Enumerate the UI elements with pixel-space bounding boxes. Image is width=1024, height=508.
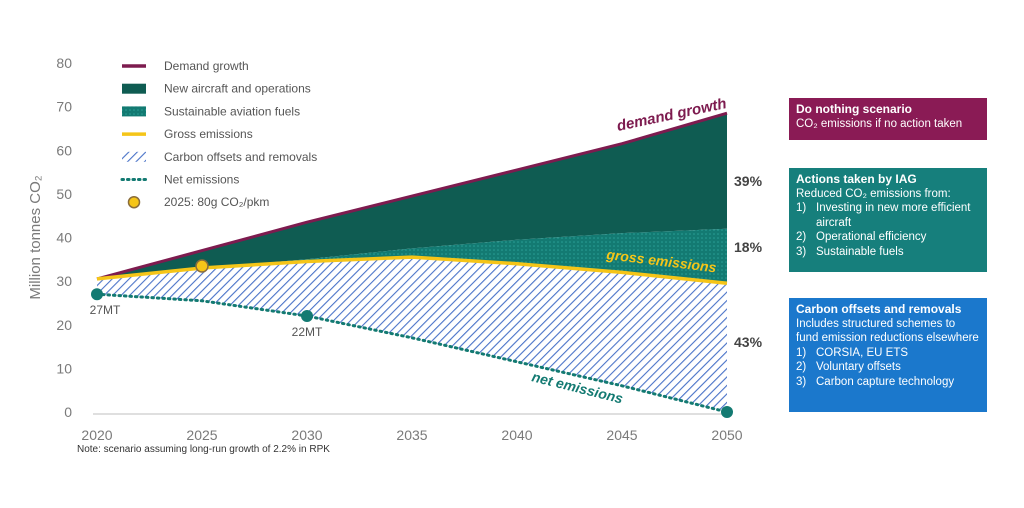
y-tick-label: 60 xyxy=(56,142,72,158)
legend-swatch xyxy=(127,195,141,209)
offsets-box: Carbon offsets and removals Includes str… xyxy=(789,298,987,412)
do-nothing-box: Do nothing scenario CO₂ emissions if no … xyxy=(789,98,987,140)
actions-title: Actions taken by IAG xyxy=(796,172,917,186)
marker-label: 22MT xyxy=(292,325,323,339)
net-marker xyxy=(91,288,103,301)
marker-label: 27MT xyxy=(90,303,121,317)
x-tick-label: 2020 xyxy=(81,427,112,443)
y-tick-label: 50 xyxy=(56,186,72,202)
legend-label: Net emissions xyxy=(164,173,239,187)
net-marker xyxy=(301,310,313,323)
y-tick-label: 40 xyxy=(56,230,72,246)
demand-growth-line xyxy=(96,111,728,281)
list-item: 1) CORSIA, EU ETS xyxy=(796,346,909,359)
legend-swatch xyxy=(122,83,146,94)
y-tick-label: 30 xyxy=(56,273,72,289)
x-tick-label: 2050 xyxy=(711,427,742,443)
y-tick-label: 70 xyxy=(56,99,72,115)
legend-label: 2025: 80g CO₂/pkm xyxy=(164,195,269,209)
legend-swatch xyxy=(122,106,146,117)
x-tick-label: 2035 xyxy=(396,427,427,443)
actions-list: 1) Investing in new more efficient aircra… xyxy=(796,201,980,259)
do-nothing-title: Do nothing scenario xyxy=(796,102,913,116)
markers: 27MT 22MT xyxy=(90,259,733,418)
actions-box: Actions taken by IAG Reduced CO₂ emissio… xyxy=(789,168,987,272)
legend: Demand growth New aircraft and operations… xyxy=(120,59,317,209)
list-item: 3) Sustainable fuels xyxy=(796,245,904,258)
y-axis-label: Million tonnes CO₂ xyxy=(27,175,44,299)
offsets-subtitle: Includes structured schemes to fund emis… xyxy=(796,317,979,345)
legend-label: Sustainable aviation fuels xyxy=(164,104,300,118)
legend-label: Demand growth xyxy=(164,59,249,73)
offsets-list: 1) CORSIA, EU ETS 2) Voluntary offsets 3) C… xyxy=(796,346,980,390)
x-tick-label: 2040 xyxy=(501,427,532,443)
footnote: Note: scenario assuming long-run growth … xyxy=(77,444,330,455)
y-tick-label: 20 xyxy=(56,317,72,333)
gpkm-marker xyxy=(195,259,209,273)
percentage-label: 43% xyxy=(734,334,763,350)
offsets-title: Carbon offsets and removals xyxy=(796,302,962,316)
legend-label: Gross emissions xyxy=(164,127,253,141)
x-tick-label: 2025 xyxy=(186,427,217,443)
list-item: 2) Voluntary offsets xyxy=(796,361,901,373)
y-tick-label: 0 xyxy=(64,404,72,420)
x-tick-label: 2030 xyxy=(291,427,322,443)
legend-label: Carbon offsets and removals xyxy=(164,150,317,164)
legend-label: New aircraft and operations xyxy=(164,82,311,96)
y-tick-label: 80 xyxy=(56,55,72,71)
y-tick-label: 10 xyxy=(56,360,72,376)
percentage-label: 18% xyxy=(734,239,763,255)
list-item: 3) Carbon capture technology xyxy=(796,375,955,388)
list-item: 2) Operational efficiency xyxy=(796,231,927,243)
actions-subtitle: Reduced CO₂ emissions from: xyxy=(796,187,951,200)
percentage-label: 39% xyxy=(734,173,763,189)
legend-swatch xyxy=(122,151,146,162)
list-item: 1) Investing in new more efficient aircra… xyxy=(796,202,971,229)
do-nothing-subtitle: CO₂ emissions if no action taken xyxy=(796,117,963,130)
net-marker xyxy=(721,406,733,418)
net-emissions-line xyxy=(95,292,729,414)
x-tick-label: 2045 xyxy=(606,427,637,443)
